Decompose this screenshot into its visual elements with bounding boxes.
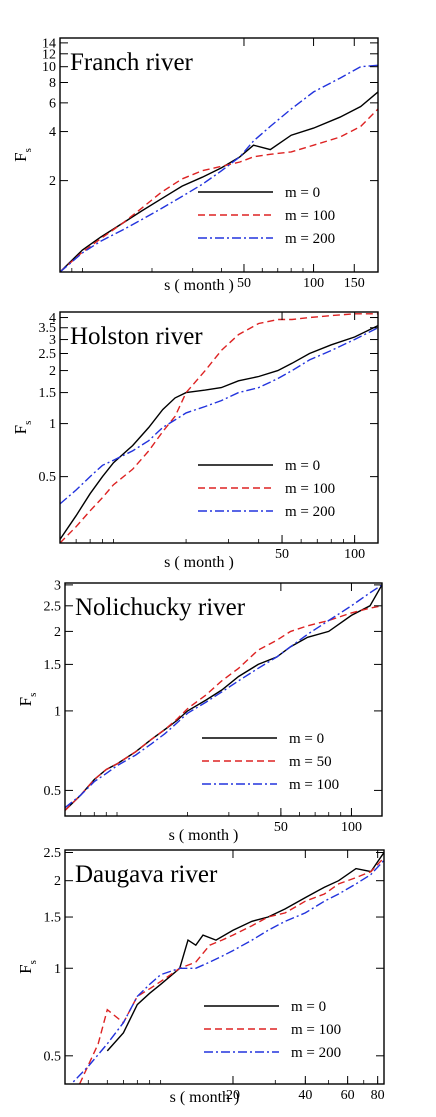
panel-3: 50 100 0.5 1 1.5 2 2.5 3 Nolichucky river s ( mon… [16,578,383,844]
x-tick-label: 60 [341,1088,355,1103]
y-tick-label: 12 [42,47,56,62]
series-line-3 [70,859,384,1084]
y-tick-label: 0.5 [39,470,57,485]
legend-label-1: m = 0 [291,999,326,1015]
x-tick-label: 50 [275,547,289,562]
series-line-1 [60,324,378,540]
y-tick-label: 2 [54,874,61,889]
legend-label-1: m = 0 [289,731,324,747]
y-tick-label: 6 [49,96,56,111]
panel-title: Daugava river [75,861,218,888]
y-tick-label: 1 [49,417,56,432]
y-tick-label: 2 [54,625,61,640]
series-line-3 [60,64,378,272]
y-axis-label: Fs [11,421,34,435]
panel-title: Franch river [70,49,194,76]
x-tick-label: 40 [298,1088,312,1103]
legend: m = 0 m = 50 m = 100 [202,731,339,793]
legend-label-2: m = 50 [289,754,332,770]
series-line-2 [78,857,384,1084]
legend-label-1: m = 0 [285,185,320,201]
y-tick-label: 1.5 [39,386,57,401]
y-tick-label: 2.5 [39,347,57,362]
y-tick-label: 0.5 [44,784,62,799]
series-group [70,852,384,1084]
y-tick-label: 1.5 [44,658,62,673]
legend-label-3: m = 200 [285,231,335,247]
series-line-2 [60,313,378,543]
x-tick-label: 80 [371,1088,385,1103]
x-tick-label: 100 [344,547,365,562]
x-tick-label: 100 [341,820,362,835]
legend-label-1: m = 0 [285,458,320,474]
y-axis-label: Fs [11,148,34,162]
series-group [65,584,382,811]
y-tick-label: 2 [49,174,56,189]
series-line-1 [106,852,384,1052]
y-tick-label: 2.5 [44,846,62,861]
panel-title: Nolichucky river [75,594,246,621]
y-tick-label: 1 [54,962,61,977]
x-axis-label: s ( month ) [164,277,234,294]
series-line-1 [65,584,382,811]
series-line-3 [60,327,378,505]
legend-label-3: m = 200 [285,504,335,520]
y-tick-label: 1 [54,704,61,719]
legend-label-2: m = 100 [291,1022,341,1038]
legend: m = 0 m = 100 m = 200 [198,185,335,247]
y-tick-label: 3.5 [39,321,57,336]
x-tick-label: 150 [344,276,365,291]
x-tick-label: 20 [226,1088,240,1103]
plot-frame [59,311,379,544]
y-tick-label: 0.5 [44,1049,62,1064]
legend-label-2: m = 100 [285,208,335,224]
plot-frame [64,849,385,1085]
y-tick-label: 3 [54,578,61,593]
series-group [60,64,378,272]
series-line-2 [60,108,378,272]
legend-label-3: m = 200 [291,1045,341,1061]
y-tick-label: 4 [49,125,56,140]
legend: m = 0 m = 100 m = 200 [204,999,341,1061]
x-tick-label: 100 [303,276,324,291]
series-line-2 [65,605,382,811]
plot-frame [64,582,383,817]
panel-2: 50 100 0.5 1 1.5 2 2.533.54 Holston river s ( mo… [11,311,379,571]
y-tick-label: 2.5 [44,599,62,614]
y-tick-label: 3 [49,333,56,348]
y-tick-label: 4 [49,311,56,326]
y-tick-label: 10 [42,60,56,75]
y-tick-label: 8 [49,76,56,91]
series-line-3 [65,584,382,809]
panel-4: 20 40 60 80 0.5 1 1.5 2 2.5 Daugava river s ( mont… [16,846,385,1106]
legend-label-2: m = 100 [285,481,335,497]
plot-frame [59,37,379,273]
x-axis-label: s ( month ) [169,827,239,844]
y-axis-label: Fs [16,960,39,974]
legend: m = 0 m = 100 m = 200 [198,458,335,520]
y-tick-label: 1.5 [44,911,62,926]
x-axis-label: s ( month ) [170,1089,240,1106]
y-tick-label: 14 [42,36,56,51]
x-axis-label: s ( month ) [164,554,234,571]
y-axis-label: Fs [16,693,39,707]
y-tick-label: 2 [49,364,56,379]
panel-title: Holston river [70,323,203,350]
legend-label-3: m = 100 [289,777,339,793]
x-tick-label: 50 [237,276,251,291]
x-tick-label: 50 [274,820,288,835]
series-group [60,313,378,543]
